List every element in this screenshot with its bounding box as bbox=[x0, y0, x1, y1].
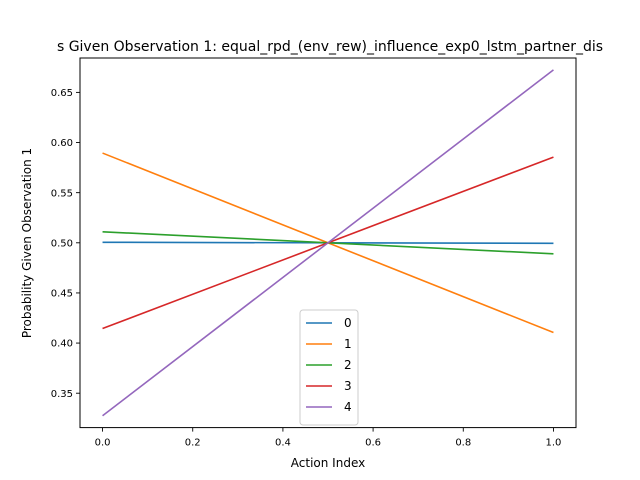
x-axis-label: Action Index bbox=[291, 456, 365, 470]
chart-title: s Given Observation 1: equal_rpd_(env_re… bbox=[57, 39, 603, 55]
legend-label-4: 4 bbox=[344, 400, 352, 414]
y-tick-label: 0.40 bbox=[51, 339, 73, 350]
legend: 0 1 2 3 4 bbox=[299, 309, 359, 426]
y-tick-label: 0.50 bbox=[51, 238, 73, 249]
y-tick-label: 0.35 bbox=[51, 389, 73, 400]
y-tick-label: 0.55 bbox=[51, 188, 73, 199]
y-tick-label: 0.65 bbox=[51, 88, 73, 99]
legend-label-1: 1 bbox=[344, 337, 352, 351]
x-tick-label: 0.6 bbox=[365, 438, 381, 449]
x-tick-label: 0.2 bbox=[185, 438, 201, 449]
legend-label-3: 3 bbox=[344, 379, 352, 393]
y-axis-label: Probability Given Observation 1 bbox=[20, 148, 34, 338]
legend-label-0: 0 bbox=[344, 316, 352, 330]
x-tick-label: 1.0 bbox=[546, 438, 562, 449]
legend-label-2: 2 bbox=[344, 358, 352, 372]
y-tick-label: 0.60 bbox=[51, 138, 73, 149]
x-axis-ticks: 0.0 0.2 0.4 0.6 0.8 1.0 bbox=[95, 427, 562, 449]
y-axis-ticks: 0.35 0.40 0.45 0.50 0.55 0.60 0.65 bbox=[51, 88, 80, 400]
x-tick-label: 0.0 bbox=[95, 438, 111, 449]
x-tick-label: 0.8 bbox=[455, 438, 471, 449]
series-line-4 bbox=[102, 69, 554, 417]
x-tick-label: 0.4 bbox=[275, 438, 291, 449]
y-tick-label: 0.45 bbox=[51, 289, 73, 300]
plot-lines bbox=[102, 69, 554, 417]
legend-box bbox=[299, 309, 359, 426]
